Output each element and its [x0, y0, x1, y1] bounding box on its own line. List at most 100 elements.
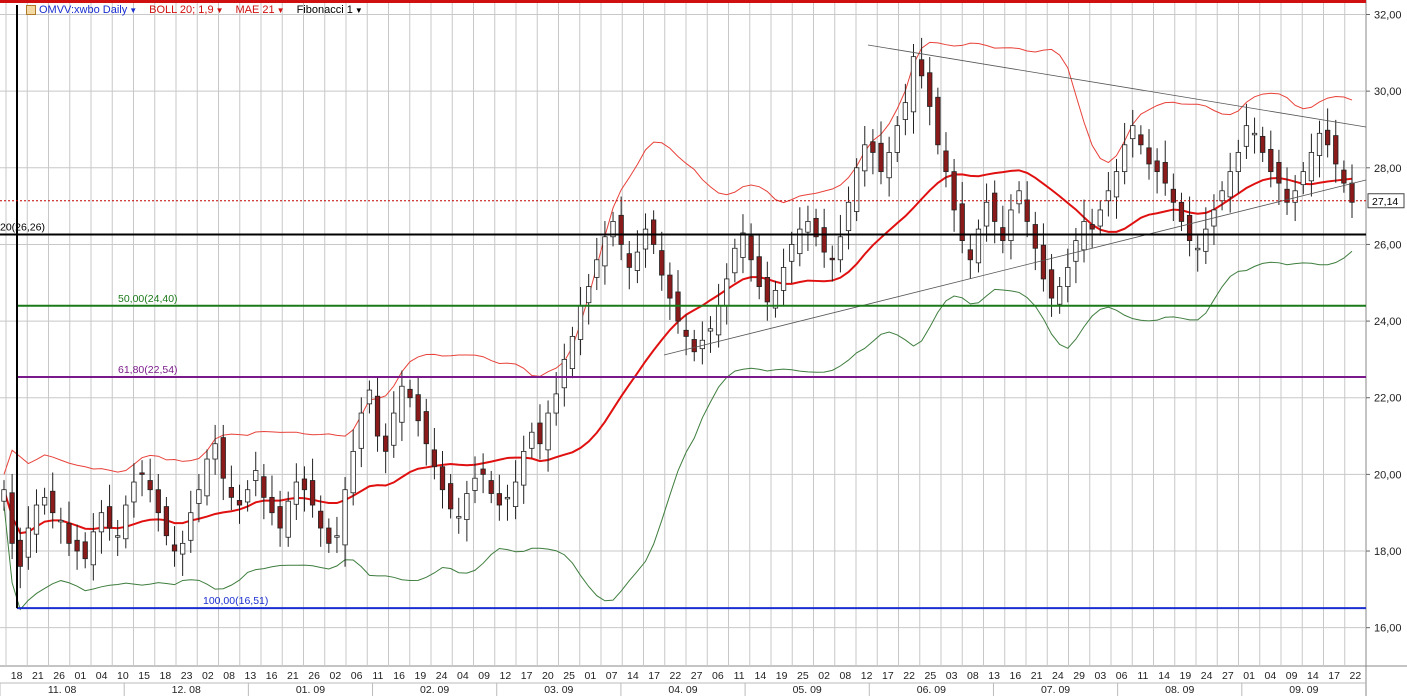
- candle: [334, 535, 340, 538]
- candle: [1260, 135, 1266, 153]
- candle: [975, 228, 982, 264]
- candle: [537, 422, 543, 445]
- candle: [318, 510, 324, 529]
- candle: [829, 257, 835, 261]
- candle: [1300, 171, 1306, 186]
- candle: [699, 339, 705, 350]
- candle: [764, 276, 770, 303]
- boll-upper-band: [3, 41, 1353, 475]
- x-month-label: 09. 09: [1289, 684, 1318, 696]
- candle: [691, 339, 697, 353]
- x-tick-label: 11: [1137, 670, 1148, 682]
- candle: [1203, 228, 1209, 252]
- x-tick-label: 14: [755, 670, 767, 682]
- x-tick-label: 08: [967, 670, 979, 682]
- x-tick-label: 29: [1073, 670, 1085, 682]
- x-month-label: 01. 09: [296, 684, 325, 696]
- candle: [196, 489, 202, 504]
- candle: [261, 476, 267, 498]
- chevron-down-icon: ▼: [215, 6, 224, 15]
- candle: [813, 217, 819, 238]
- x-month-label: 07. 09: [1041, 684, 1070, 696]
- symbol-icon: [26, 5, 36, 15]
- fib-label: 100,00(16,51): [203, 595, 268, 607]
- x-tick-label: 25: [797, 670, 809, 682]
- x-tick-label: 14: [1307, 670, 1319, 682]
- y-tick-label: 22,00: [1374, 393, 1402, 405]
- candle: [935, 96, 941, 146]
- x-tick-label: 12: [861, 670, 873, 682]
- x-month-label: 12. 08: [172, 684, 201, 696]
- candle: [1105, 190, 1112, 202]
- x-tick-label: 01: [1243, 670, 1255, 682]
- x-month-label: 05. 09: [793, 684, 822, 696]
- candle: [1008, 209, 1014, 242]
- candle: [1089, 224, 1095, 230]
- candle: [918, 59, 925, 77]
- y-tick-label: 26,00: [1374, 239, 1402, 251]
- candle: [959, 203, 965, 242]
- candle: [139, 472, 145, 475]
- x-tick-label: 19: [1180, 670, 1192, 682]
- x-tick-label: 19: [776, 670, 788, 682]
- x-tick-label: 13: [988, 670, 1000, 682]
- grid-group: 16,00 18,00 20,00 22,00 24,00 26,00 28,00 30,00…: [0, 3, 1402, 682]
- mae-label: MAE 21: [235, 4, 275, 16]
- fib-label: 20(26,26): [0, 221, 45, 233]
- boll-dropdown[interactable]: BOLL 20; 1,9 ▼: [149, 4, 223, 16]
- x-tick-label: 24: [436, 670, 448, 682]
- candle: [894, 125, 900, 153]
- fibonacci-group: 20(26,26) 50,00(24,40) 61,80(22,54) 100,00(…: [0, 221, 1366, 610]
- boll-lower-band: [3, 250, 1353, 611]
- symbol-dropdown[interactable]: OMVV:xwbo Daily ▼: [39, 4, 137, 16]
- candle: [902, 102, 909, 120]
- candle: [561, 359, 567, 389]
- last-price-label: 27,14: [1372, 196, 1398, 208]
- candle: [277, 506, 283, 529]
- candle: [1235, 152, 1241, 173]
- candle: [878, 142, 884, 173]
- candle: [854, 167, 860, 212]
- candle: [228, 487, 235, 498]
- candle: [358, 412, 364, 449]
- candle: [180, 542, 186, 555]
- candle: [82, 541, 88, 560]
- candle: [618, 214, 624, 245]
- x-tick-label: 10: [117, 670, 129, 682]
- candle: [1057, 286, 1063, 305]
- candle: [1146, 147, 1152, 165]
- candle: [967, 249, 973, 261]
- x-tick-label: 06: [351, 670, 363, 682]
- x-tick-label: 15: [138, 670, 150, 682]
- candle: [683, 329, 689, 337]
- candle: [326, 527, 332, 544]
- candle: [577, 305, 584, 340]
- x-tick-label: 23: [181, 670, 193, 682]
- x-tick-label: 09: [1286, 670, 1298, 682]
- candle: [732, 247, 738, 274]
- candle: [805, 221, 811, 233]
- candle: [407, 388, 413, 399]
- fibonacci-dropdown[interactable]: Fibonacci 1 ▼: [297, 4, 363, 16]
- x-tick-label: 12: [500, 670, 512, 682]
- x-tick-label: 03: [1095, 670, 1107, 682]
- y-tick-label: 30,00: [1374, 86, 1402, 98]
- candle: [992, 192, 998, 222]
- candle: [488, 480, 494, 494]
- candle: [642, 228, 649, 250]
- candle: [98, 512, 105, 533]
- y-tick-label: 16,00: [1374, 623, 1402, 635]
- candle: [74, 539, 80, 552]
- candle: [1276, 162, 1282, 184]
- candle: [910, 56, 917, 113]
- candle: [1097, 209, 1103, 227]
- mae-dropdown[interactable]: MAE 21 ▼: [236, 4, 285, 16]
- candle: [204, 458, 210, 497]
- candle: [529, 431, 535, 449]
- candle: [285, 500, 291, 538]
- last-price-box: [1367, 193, 1405, 209]
- x-tick-label: 19: [415, 670, 427, 682]
- x-tick-label: 17: [1328, 670, 1340, 682]
- x-tick-label: 02: [818, 670, 830, 682]
